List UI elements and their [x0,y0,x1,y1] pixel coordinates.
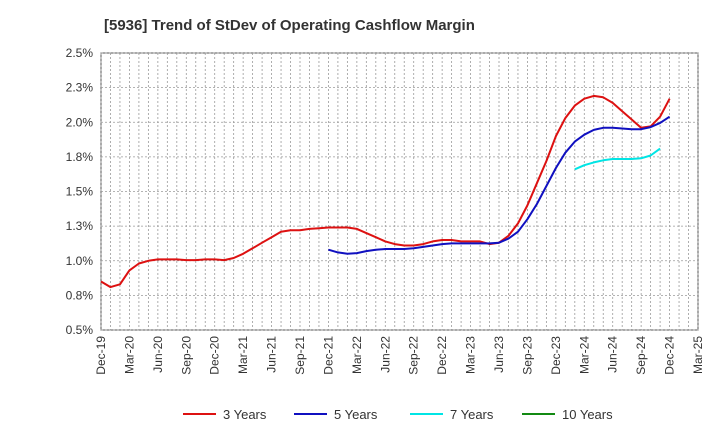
x-tick-label: Sep-21 [293,336,307,375]
legend-label: 3 Years [223,407,267,422]
x-tick-label: Mar-22 [350,336,364,374]
x-tick-label: Mar-21 [236,336,250,374]
x-tick-label: Sep-22 [407,336,421,375]
x-tick-label: Jun-22 [378,336,392,373]
legend-label: 7 Years [450,407,494,422]
x-tick-label: Mar-23 [464,336,478,374]
x-tick-label: Sep-23 [520,336,534,375]
legend-label: 5 Years [334,407,378,422]
x-tick-label: Jun-21 [265,336,279,373]
x-tick-label: Dec-19 [94,336,108,375]
x-tick-label: Dec-21 [321,336,335,375]
x-tick-label: Sep-24 [634,336,648,375]
series-line-7-years [574,147,661,171]
x-tick-label: Jun-23 [492,336,506,373]
y-tick-label: 1.3% [66,219,94,233]
x-tick-label: Jun-20 [151,336,165,373]
y-tick-label: 1.8% [66,150,94,164]
y-tick-label: 0.5% [66,323,94,337]
x-tick-label: Dec-23 [549,336,563,375]
chart-title: [5936] Trend of StDev of Operating Cashf… [104,17,475,34]
x-tick-label: Dec-24 [663,336,677,375]
x-tick-label: Jun-24 [606,336,620,373]
x-tick-label: Sep-20 [179,336,193,375]
x-tick-label: Mar-20 [122,336,136,374]
y-tick-label: 1.0% [66,254,94,268]
series-line-5-years [328,115,671,255]
y-tick-label: 2.5% [66,46,94,60]
x-tick-label: Mar-25 [691,336,705,374]
y-tick-label: 0.8% [66,288,94,302]
x-tick-label: Dec-22 [435,336,449,375]
y-tick-label: 1.5% [66,185,94,199]
series-line-3-years [100,94,671,289]
y-tick-label: 2.3% [66,81,94,95]
x-tick-label: Mar-24 [577,336,591,374]
x-tick-label: Dec-20 [208,336,222,375]
y-tick-label: 2.0% [66,115,94,129]
legend-label: 10 Years [562,407,613,422]
